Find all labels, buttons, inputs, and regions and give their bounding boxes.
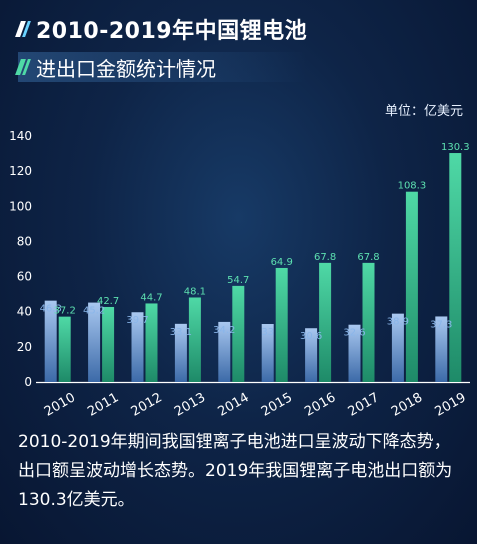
chart-subtitle: 进出口金额统计情况 (15, 52, 308, 82)
data-label-import: 46.3 (40, 304, 62, 315)
data-label-export: 64.9 (271, 257, 293, 268)
bar-import (305, 328, 318, 382)
bar-export (405, 191, 418, 382)
bar-export (102, 306, 115, 382)
bar-export (362, 262, 375, 382)
bar-import (131, 312, 144, 382)
y-tick-label: 40 (17, 305, 32, 319)
bar-export (232, 285, 245, 382)
data-label-import: 33 (261, 327, 274, 338)
x-tick-label: 2012 (129, 390, 165, 420)
data-label-export: 44.7 (140, 292, 162, 303)
x-tick-label: 2014 (215, 390, 251, 420)
bar-export (145, 303, 158, 382)
bar-export (188, 297, 201, 382)
unit-label: 单位：亿美元 (384, 104, 463, 119)
y-tick-label: 100 (9, 199, 32, 213)
data-label-export: 108.3 (398, 181, 427, 192)
bar-import (261, 324, 274, 382)
data-label-import: 38.9 (387, 317, 409, 328)
data-label-export: 48.1 (184, 286, 206, 297)
x-tick-label: 2013 (172, 390, 208, 420)
data-label-import: 30.6 (300, 331, 322, 342)
x-tick-label: 2017 (346, 390, 382, 420)
bar-export (449, 153, 462, 382)
data-label-export: 54.7 (227, 275, 249, 286)
bar-chart: 0 20 40 60 80 100 120 140 46.337.2 2010 45.242.7 20… (9, 129, 470, 420)
title-slash-icon (15, 21, 31, 37)
y-tick-label: 0 (24, 375, 32, 389)
chart-title: 2010-2019年中国锂电池 (15, 14, 308, 44)
subtitle-slash-icon (15, 59, 31, 75)
bar-import (391, 313, 404, 382)
bar-import (174, 323, 187, 382)
x-tick-label: 2010 (42, 390, 78, 420)
x-tick-label: 2018 (389, 390, 425, 420)
data-label-import: 32.6 (343, 328, 365, 339)
data-label-import: 37.3 (430, 319, 452, 330)
x-tick-label: 2015 (259, 390, 295, 420)
data-label-export: 67.8 (314, 252, 336, 263)
bar-import (44, 300, 57, 382)
bar-export (58, 316, 71, 382)
x-tick-label: 2016 (302, 390, 338, 420)
bar-export (275, 267, 288, 382)
data-label-export: 37.2 (54, 306, 76, 317)
x-tick-label: 2011 (85, 390, 121, 420)
data-label-import: 45.2 (83, 306, 105, 317)
data-label-import: 39.7 (126, 315, 148, 326)
y-tick-label: 140 (9, 129, 32, 143)
bar-import (435, 316, 448, 382)
data-label-import: 34.2 (213, 325, 235, 336)
title-text-line2: 进出口金额统计情况 (36, 56, 216, 81)
bar-import (218, 321, 231, 382)
bar-import (88, 302, 101, 382)
data-label-export: 67.8 (357, 252, 379, 263)
data-label-export: 130.3 (441, 142, 470, 153)
title-text-line1: 2010-2019年中国锂电池 (36, 19, 308, 44)
chart-caption: 2010-2019年期间我国锂离子电池进口呈波动下降态势，出口额呈波动增长态势。… (18, 432, 453, 510)
data-label-export: 42.7 (97, 296, 119, 307)
y-tick-label: 60 (17, 270, 32, 284)
y-tick-label: 80 (17, 234, 32, 248)
y-tick-label: 20 (17, 340, 32, 354)
y-tick-label: 120 (9, 164, 32, 178)
x-tick-label: 2019 (432, 390, 468, 420)
bar-import (348, 324, 361, 382)
title-block: 2010-2019年中国锂电池 进出口金额统计情况 (15, 14, 308, 82)
data-label-import: 33.1 (170, 327, 192, 338)
bar-export (319, 262, 332, 382)
